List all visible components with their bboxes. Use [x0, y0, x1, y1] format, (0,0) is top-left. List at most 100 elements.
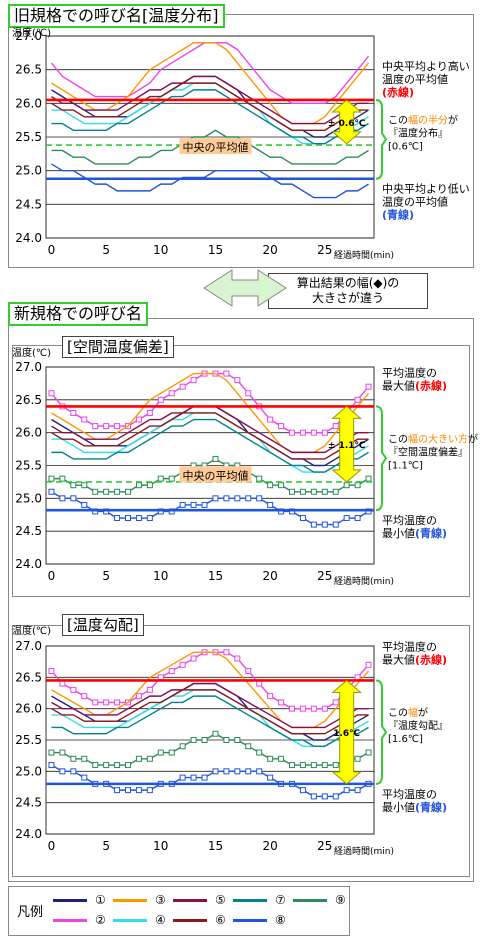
annotation-text: 平均温度の — [382, 365, 437, 379]
legend-label: ③ — [155, 893, 166, 907]
series-point — [179, 383, 186, 390]
center-label: 中央の平均値 — [182, 141, 248, 154]
width-arrow — [331, 99, 363, 145]
series-point — [234, 768, 241, 775]
series-point — [135, 515, 142, 522]
legend-item: ⑥ — [173, 913, 226, 927]
series-point — [48, 390, 55, 397]
series-line — [51, 75, 369, 125]
legend-item: ④ — [113, 913, 166, 927]
bracket — [375, 405, 388, 512]
series-point — [135, 787, 142, 794]
series-point — [278, 423, 285, 430]
series-point — [92, 488, 99, 495]
series-point — [59, 680, 66, 687]
series-point — [310, 521, 317, 528]
series-point — [365, 661, 372, 668]
series-point — [310, 429, 317, 436]
y-tick-label: 25.5 — [15, 130, 42, 144]
series-point — [365, 749, 372, 756]
y-tick-label: 26.0 — [15, 426, 42, 440]
difference-note-line2: 大きさが違う — [311, 291, 384, 305]
series-point — [267, 501, 274, 508]
series-point — [223, 737, 230, 743]
series-point — [135, 482, 142, 489]
series-point — [190, 655, 197, 662]
series-point — [267, 755, 274, 762]
series-point — [354, 755, 361, 762]
difference-note-line1: 算出結果の幅(◆)の — [296, 276, 400, 290]
series-point — [59, 475, 66, 482]
x-tick-label: 20 — [262, 243, 277, 257]
series-point — [81, 755, 88, 762]
legend-label: ④ — [155, 913, 166, 927]
series-point — [289, 762, 295, 769]
series-point — [92, 699, 99, 706]
x-axis-label: 経過時間(min) — [334, 845, 394, 857]
legend-item: ⑨ — [293, 893, 346, 907]
sub1-title: [空間温度偏差] — [62, 336, 174, 358]
y-tick-label: 24.0 — [15, 557, 42, 571]
series-point — [48, 762, 55, 769]
series-point — [321, 762, 328, 769]
x-tick-label: 10 — [153, 839, 168, 853]
series-point — [190, 737, 197, 743]
center-label: 中央の平均値 — [182, 469, 248, 482]
y-tick-label: 24.5 — [15, 524, 42, 538]
annotation-text: 最小値(青線) — [382, 800, 447, 814]
y-tick-label: 24.0 — [15, 231, 42, 245]
annotation-text: この幅の半分が — [388, 113, 458, 126]
series-point — [179, 774, 186, 781]
legend-swatch — [113, 898, 147, 902]
series-point — [343, 787, 350, 794]
annotation-text: 平均温度の — [382, 639, 437, 653]
y-tick-label: 26.5 — [15, 670, 42, 684]
new-title: 新規格での呼び名 — [8, 302, 149, 326]
legend-label: ② — [95, 913, 106, 927]
series-point — [70, 482, 77, 489]
series-point — [81, 416, 88, 423]
annotation-text: 『空間温度偏差』 — [388, 445, 468, 458]
series-point — [146, 409, 153, 416]
series-point — [321, 429, 328, 436]
series-point — [168, 390, 175, 397]
series-point — [245, 668, 252, 675]
x-tick-label: 5 — [102, 243, 110, 257]
series-point — [146, 755, 153, 762]
series-point — [245, 390, 252, 397]
series-point — [343, 515, 350, 522]
y-tick-label: 27.0 — [15, 29, 42, 43]
y-axis-label: 温度(℃) — [12, 346, 51, 359]
difference-note: 算出結果の幅(◆)の 大きさが違う — [268, 273, 428, 309]
series-point — [321, 488, 328, 495]
series-point — [114, 762, 121, 769]
series-point — [201, 501, 208, 508]
series-point — [212, 730, 219, 737]
series-point — [245, 768, 252, 775]
series-line — [51, 682, 369, 729]
annotation-text: (青線) — [382, 208, 414, 222]
series-point — [70, 409, 77, 416]
legend-swatch — [233, 918, 267, 922]
series-point — [168, 475, 175, 482]
annotation-text: (赤線) — [382, 85, 414, 99]
series-point — [168, 749, 175, 756]
x-tick-label: 0 — [48, 839, 56, 853]
y-tick-label: 24.5 — [15, 796, 42, 810]
sub2-title: [温度勾配] — [62, 614, 144, 636]
series-point — [321, 521, 328, 528]
annotation-text: 中央平均より高い — [382, 59, 470, 73]
annotation-text: 最大値(赤線) — [382, 378, 447, 392]
width-arrow-label: ± 1.1℃ — [328, 441, 366, 451]
series-line — [51, 695, 369, 747]
series-point — [168, 668, 175, 675]
legend-swatch — [173, 898, 207, 902]
series-point — [212, 455, 219, 462]
series-point — [59, 495, 66, 502]
series-point — [310, 793, 317, 800]
series-point — [256, 680, 263, 687]
series-point — [190, 501, 197, 508]
series-point — [212, 768, 219, 775]
series-point — [354, 396, 361, 403]
legend-item: ③ — [113, 893, 166, 907]
